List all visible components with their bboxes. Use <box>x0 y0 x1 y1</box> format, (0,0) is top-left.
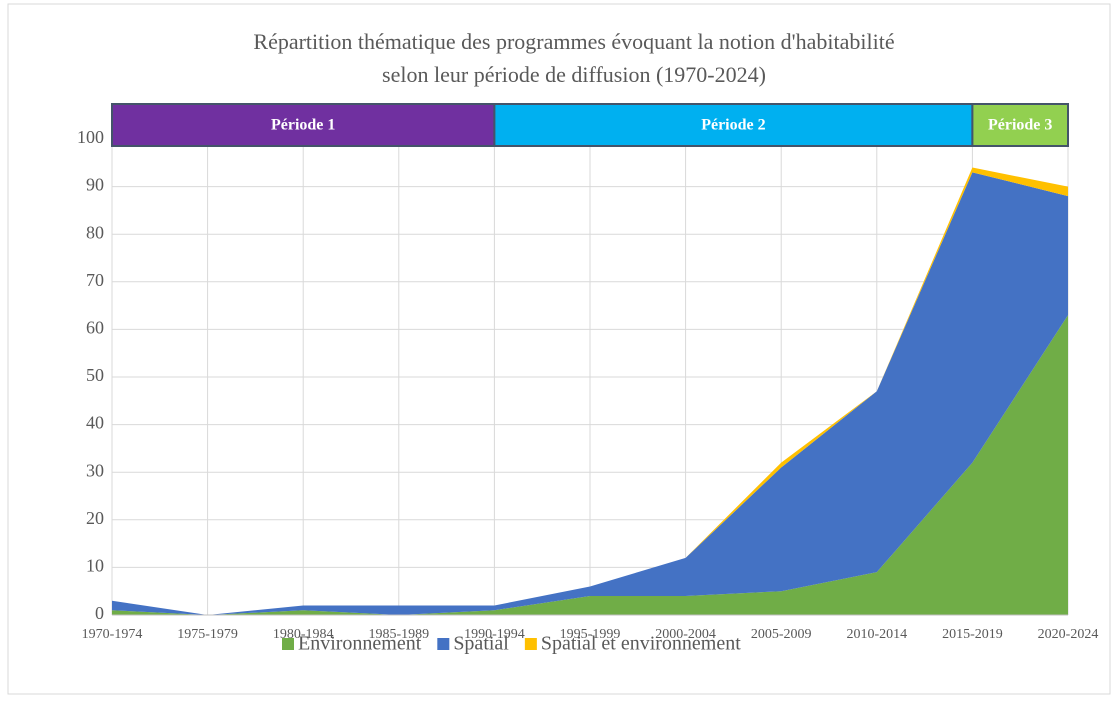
period-label: Période 1 <box>271 117 335 134</box>
legend-label: Environnement <box>298 633 422 655</box>
legend-swatch <box>437 638 450 650</box>
area <box>112 315 1068 615</box>
legend-label: Spatial et environnement <box>541 633 741 655</box>
legend-swatch <box>524 638 537 650</box>
area <box>112 172 1068 615</box>
x-tick-label: 1970-1974 <box>82 627 143 642</box>
x-tick-label: 1990-1994 <box>464 627 525 642</box>
y-tick-label: 20 <box>86 508 104 528</box>
y-tick-label: 30 <box>86 460 104 480</box>
x-tick-label: 2000-2004 <box>655 627 716 642</box>
chart-title: Répartition thématique des programmes év… <box>253 29 894 54</box>
x-tick-label: 2020-2024 <box>1038 627 1099 642</box>
y-tick-label: 0 <box>95 603 104 623</box>
period-band <box>971 103 1070 147</box>
period-band <box>493 103 974 147</box>
y-tick-label: 70 <box>86 270 104 290</box>
x-tick-label: 2005-2009 <box>751 627 812 642</box>
y-tick-label: 90 <box>86 175 104 195</box>
x-tick-label: 1995-1999 <box>560 627 621 642</box>
x-tick-label: 1985-1989 <box>368 627 429 642</box>
x-tick-label: 2015-2019 <box>942 627 1003 642</box>
y-tick-label: 40 <box>86 413 104 433</box>
y-tick-label: 80 <box>86 222 104 242</box>
x-tick-label: 1975-1979 <box>177 627 238 642</box>
y-tick-label: 100 <box>77 127 104 147</box>
chart-title: selon leur période de diffusion (1970-20… <box>382 62 766 87</box>
area <box>112 167 1068 615</box>
y-tick-label: 10 <box>86 556 104 576</box>
period-label: Période 3 <box>988 117 1052 134</box>
y-tick-label: 50 <box>86 365 104 385</box>
period-band <box>111 103 496 147</box>
x-tick-label: 2010-2014 <box>846 627 907 642</box>
period-label: Période 2 <box>701 117 765 134</box>
legend-label: Spatial <box>453 633 509 655</box>
y-tick-label: 60 <box>86 318 104 338</box>
legend-swatch <box>282 638 294 650</box>
